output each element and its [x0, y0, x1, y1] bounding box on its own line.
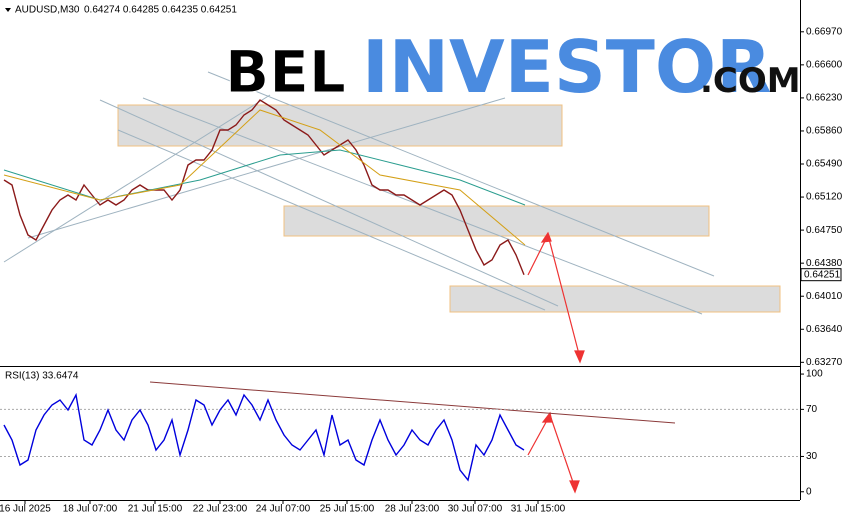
- frame: [0, 0, 801, 501]
- trend-line: [142, 97, 703, 315]
- trend-lines: [3, 71, 715, 315]
- x-tick-label: 18 Jul 07:00: [63, 504, 118, 515]
- x-tick-label: 25 Jul 15:00: [320, 504, 375, 515]
- x-tick-label: 24 Jul 07:00: [256, 504, 311, 515]
- y-tick-label: 0.63270: [806, 357, 843, 368]
- y-tick-label: 0.63640: [806, 324, 843, 335]
- arrow-head: [569, 480, 580, 494]
- y-tick-label: 0: [806, 486, 812, 497]
- trend-line: [117, 129, 546, 311]
- x-tick-label: 22 Jul 23:00: [193, 504, 248, 515]
- arrow-head: [540, 231, 552, 243]
- x-tick-label: 30 Jul 07:00: [448, 504, 503, 515]
- rsi-title: RSI(13) 33.6474: [5, 371, 79, 382]
- y-tick-label: 0.66600: [806, 59, 843, 70]
- forecast-arrows: [527, 231, 585, 494]
- x-tick-label: 21 Jul 15:00: [128, 504, 183, 515]
- y-tick-label: 0.65860: [806, 126, 843, 137]
- menu-arrow: [5, 8, 11, 12]
- y-tick-label: 0.66230: [806, 93, 843, 104]
- y-tick-label: 70: [806, 404, 818, 415]
- x-tick-label: 16 Jul 2025: [0, 504, 51, 515]
- y-tick-label: 0.64380: [806, 258, 843, 269]
- y-tick-label: 0.65490: [806, 159, 843, 170]
- x-tick-label: 31 Jul 15:00: [511, 504, 566, 515]
- series-line: [3, 99, 525, 275]
- rsi-trend-line: [149, 381, 676, 424]
- x-tick-label: 28 Jul 23:00: [385, 504, 440, 515]
- last-price-box: [800, 268, 842, 282]
- trend-line: [3, 94, 271, 263]
- last-price-label: 0.64251: [804, 269, 841, 280]
- y-tick-label: 0.65120: [806, 192, 843, 203]
- logo-part: BEL: [225, 38, 346, 106]
- logo-part: INVESTOR: [362, 25, 772, 109]
- quote: 0.64274 0.64285 0.64235 0.64251: [84, 5, 237, 16]
- logo-part: .COM: [700, 61, 801, 101]
- y-tick-label: 100: [806, 369, 823, 380]
- trend-line: [207, 71, 715, 277]
- y-tick-label: 0.64010: [806, 291, 843, 302]
- y-tick-label: 0.64750: [806, 225, 843, 236]
- y-tick-label: 30: [806, 451, 818, 462]
- y-tick-label: 0.66970: [806, 26, 843, 37]
- series-line: [3, 109, 526, 246]
- trend-line: [99, 99, 559, 307]
- arrow-head: [574, 350, 585, 364]
- arrow-head: [541, 411, 553, 423]
- series-line: [3, 392, 525, 482]
- zone: [449, 285, 781, 313]
- trend-line: [27, 97, 506, 239]
- symbol-title: AUDUSD,M30: [15, 5, 80, 16]
